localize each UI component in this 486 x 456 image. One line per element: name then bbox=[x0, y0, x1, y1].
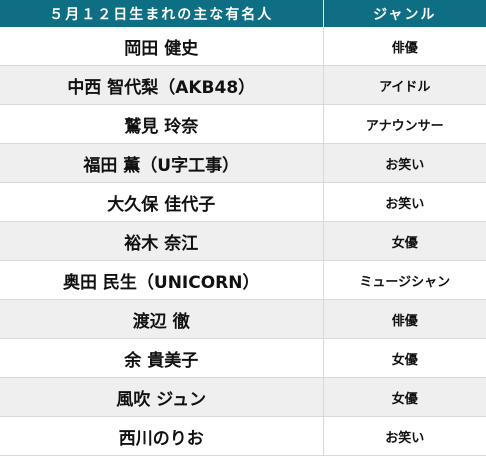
celebrity-name: 中西 智代梨（AKB48） bbox=[0, 65, 324, 105]
table-row: 奥田 民生（UNICORN） ミュージシャン bbox=[0, 260, 486, 300]
celebrity-name: 大久保 佳代子 bbox=[0, 182, 324, 222]
table-row: 風吹 ジュン 女優 bbox=[0, 377, 486, 417]
table-row: 渡辺 徹 俳優 bbox=[0, 299, 486, 339]
table-row: 鷲見 玲奈 アナウンサー bbox=[0, 104, 486, 144]
celebrity-genre: お笑い bbox=[323, 416, 486, 456]
celebrity-genre: 女優 bbox=[323, 377, 486, 417]
celebrity-genre: 俳優 bbox=[323, 27, 486, 66]
celebrity-name: 奥田 民生（UNICORN） bbox=[0, 260, 324, 300]
celebrity-name: 渡辺 徹 bbox=[0, 299, 324, 339]
table-row: 西川のりお お笑い bbox=[0, 416, 486, 456]
table-header-row: ５月１２日生まれの主な有名人 ジャンル bbox=[0, 0, 486, 27]
celebrity-genre: 俳優 bbox=[323, 299, 486, 339]
celebrity-genre: 女優 bbox=[323, 221, 486, 261]
celebrity-genre: アナウンサー bbox=[323, 104, 486, 144]
table-row: 岡田 健史 俳優 bbox=[0, 27, 486, 66]
celebrity-name: 裕木 奈江 bbox=[0, 221, 324, 261]
celebrity-name: 余 貴美子 bbox=[0, 338, 324, 378]
celebrity-name: 鷲見 玲奈 bbox=[0, 104, 324, 144]
celebrity-name: 風吹 ジュン bbox=[0, 377, 324, 417]
celebrity-genre: ミュージシャン bbox=[323, 260, 486, 300]
celebrity-genre: お笑い bbox=[323, 143, 486, 183]
table-row: 中西 智代梨（AKB48） アイドル bbox=[0, 65, 486, 105]
name-column-header: ５月１２日生まれの主な有名人 bbox=[0, 0, 324, 27]
table-row: 大久保 佳代子 お笑い bbox=[0, 182, 486, 222]
table-row: 余 貴美子 女優 bbox=[0, 338, 486, 378]
celebrity-genre: 女優 bbox=[323, 338, 486, 378]
celebrity-name: 西川のりお bbox=[0, 416, 324, 456]
celebrity-genre: お笑い bbox=[323, 182, 486, 222]
table-row: 裕木 奈江 女優 bbox=[0, 221, 486, 261]
celebrity-name: 岡田 健史 bbox=[0, 27, 324, 66]
table-row: 福田 薫（U字工事） お笑い bbox=[0, 143, 486, 183]
celebrity-name: 福田 薫（U字工事） bbox=[0, 143, 324, 183]
genre-column-header: ジャンル bbox=[323, 0, 486, 27]
celebrity-genre: アイドル bbox=[323, 65, 486, 105]
